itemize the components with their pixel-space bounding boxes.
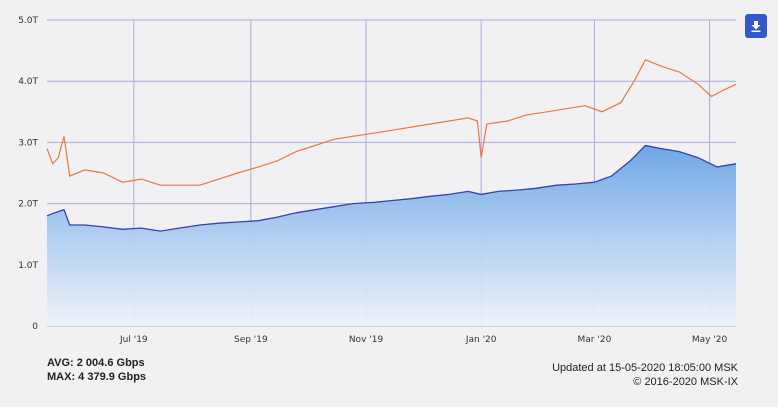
y-tick-label: 2.0T (18, 200, 38, 210)
stats-box: AVG: 2 004.6 Gbps MAX: 4 379.9 Gbps (47, 356, 146, 384)
max-label: MAX: (47, 371, 76, 383)
y-axis: 0 1.0T 2.0T 3.0T 4.0T 5.0T (18, 16, 38, 332)
x-axis: Jul '19 Sep '19 Nov '19 Jan '20 Mar '20 May '… (119, 335, 728, 345)
x-tick-label: Mar '20 (578, 335, 612, 345)
y-tick-label: 3.0T (18, 138, 38, 148)
max-row: MAX: 4 379.9 Gbps (47, 370, 146, 384)
download-button[interactable] (745, 14, 767, 38)
y-tick-label: 4.0T (18, 77, 38, 87)
chart-series (46, 59, 737, 326)
avg-value: 2 004.6 Gbps (76, 357, 145, 369)
max-value: 4 379.9 Gbps (78, 371, 147, 383)
x-tick-label: Jul '19 (119, 335, 148, 345)
traffic-chart: 0 1.0T 2.0T 3.0T 4.0T 5.0T Jul '19 Sep '19 Nov … (18, 16, 737, 345)
series-line (46, 59, 737, 186)
avg-label: AVG: (47, 357, 74, 369)
x-tick-label: Jan '20 (465, 335, 497, 345)
footer: Updated at 15-05-2020 18:05:00 MSK © 201… (552, 361, 738, 389)
updated-text: Updated at 15-05-2020 18:05:00 MSK (552, 362, 738, 374)
x-tick-label: May '20 (692, 335, 728, 345)
series-area-fill (47, 145, 736, 326)
x-tick-label: Nov '19 (349, 335, 384, 345)
copyright-text: © 2016-2020 MSK-IX (633, 376, 738, 388)
avg-row: AVG: 2 004.6 Gbps (47, 356, 146, 370)
download-icon (751, 20, 761, 32)
y-tick-label: 5.0T (18, 16, 38, 26)
y-tick-label: 1.0T (18, 261, 38, 271)
y-tick-label: 0 (32, 322, 38, 332)
series-area-line (46, 144, 737, 232)
x-tick-label: Sep '19 (234, 335, 268, 345)
